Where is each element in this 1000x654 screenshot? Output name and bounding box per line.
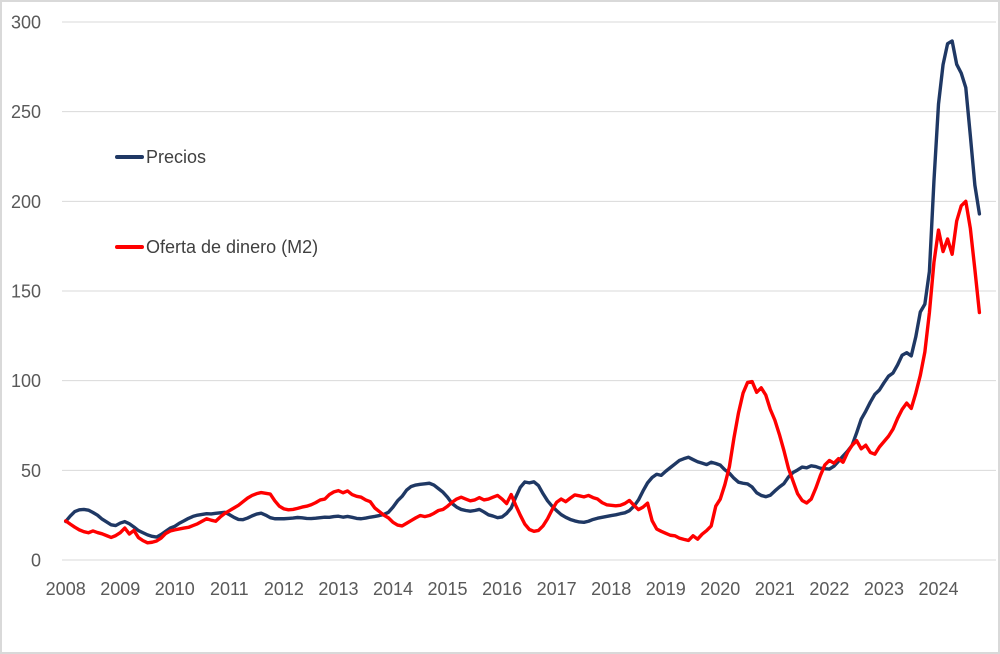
series-line-precios (63, 39, 982, 539)
x-axis-tick-label-2019: 2019 (646, 579, 686, 599)
x-axis-tick-label-2014: 2014 (373, 579, 413, 599)
y-axis-tick-label-300: 300 (11, 13, 41, 33)
y-axis-tick-label-200: 200 (11, 192, 41, 212)
x-axis-tick-label-2024: 2024 (918, 579, 958, 599)
x-axis-tick-label-2015: 2015 (428, 579, 468, 599)
x-axis-tick-label-2010: 2010 (155, 579, 195, 599)
x-axis-tick-label-2011: 2011 (210, 579, 249, 599)
x-axis-tick-label-2017: 2017 (537, 579, 577, 599)
y-axis-tick-label-100: 100 (11, 371, 41, 391)
x-axis-tick-label-2013: 2013 (318, 579, 358, 599)
x-axis-tick-label-2022: 2022 (809, 579, 849, 599)
x-axis-tick-label-2018: 2018 (591, 579, 631, 599)
gridlines (62, 21, 996, 561)
y-axis-labels: 0 50 100 150 200 250 300 (11, 13, 41, 571)
x-axis-tick-label-2012: 2012 (264, 579, 304, 599)
series-lines (63, 39, 982, 545)
x-axis-tick-label-2023: 2023 (864, 579, 904, 599)
x-axis-tick-label-2020: 2020 (700, 579, 740, 599)
x-axis-tick-label-2009: 2009 (100, 579, 140, 599)
y-axis-tick-label-50: 50 (21, 461, 41, 481)
x-axis-tick-label-2021: 2021 (755, 579, 795, 599)
y-axis-tick-label-250: 250 (11, 102, 41, 122)
series-line-oferta-de-dinero (63, 199, 982, 545)
y-axis-tick-label-150: 150 (11, 282, 41, 302)
y-axis-tick-label-0: 0 (31, 551, 41, 571)
x-axis-tick-label-2008: 2008 (46, 579, 86, 599)
x-axis-labels: 2008 2009 2010 2011 2012 2013 2014 2015 2016 2017… (46, 579, 959, 599)
x-axis-tick-label-2016: 2016 (482, 579, 522, 599)
